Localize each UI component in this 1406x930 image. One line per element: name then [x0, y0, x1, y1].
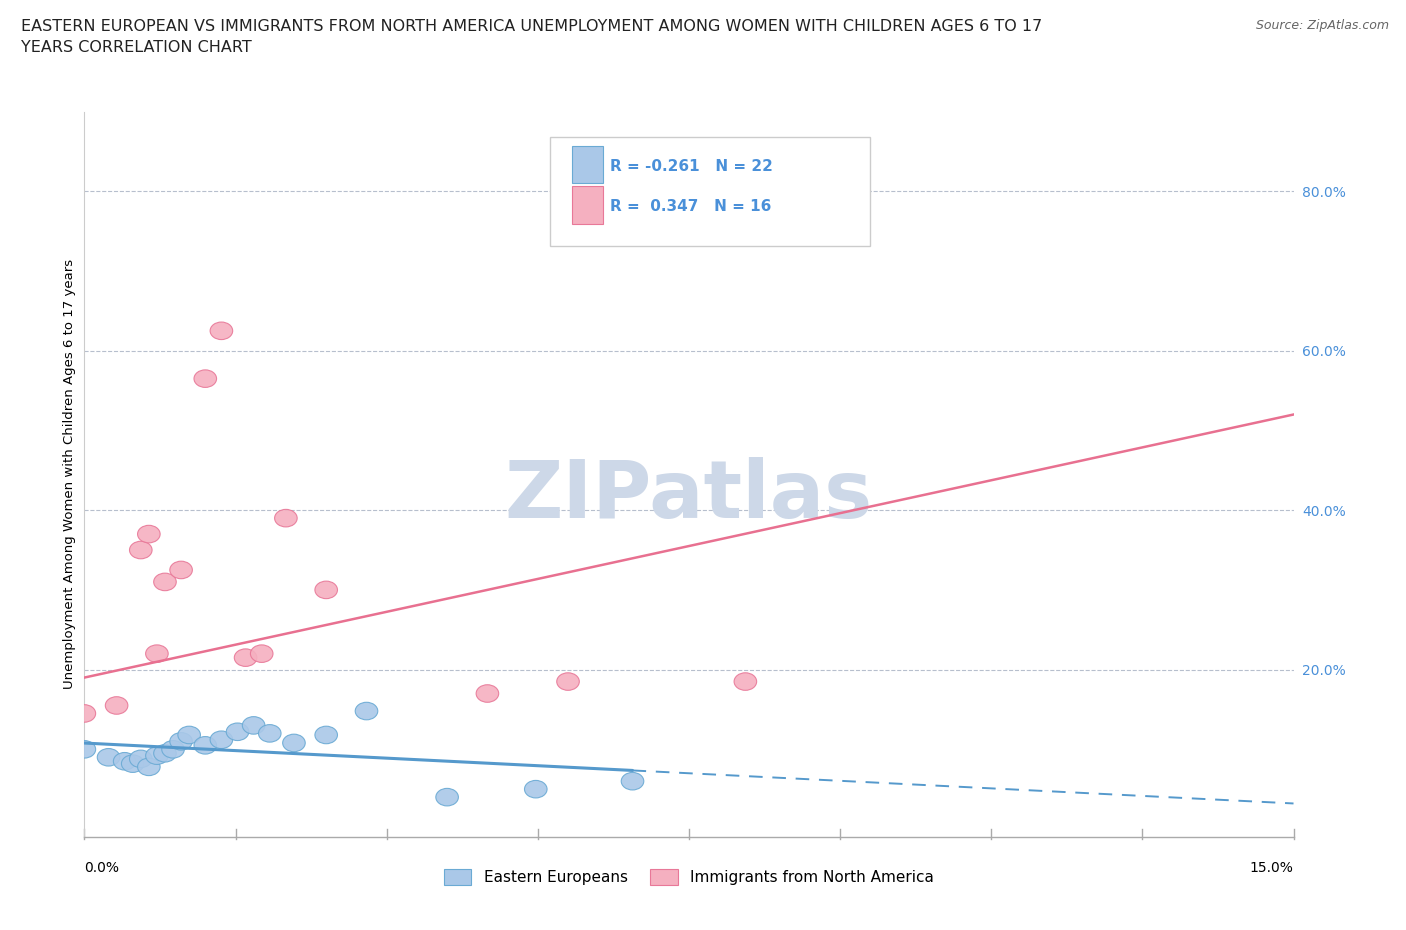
Ellipse shape	[129, 541, 152, 559]
Ellipse shape	[524, 780, 547, 798]
Ellipse shape	[226, 723, 249, 740]
Ellipse shape	[209, 731, 232, 749]
Ellipse shape	[194, 737, 217, 754]
Ellipse shape	[97, 749, 120, 766]
Ellipse shape	[477, 684, 499, 702]
Ellipse shape	[162, 740, 184, 758]
Ellipse shape	[259, 724, 281, 742]
FancyBboxPatch shape	[572, 186, 603, 224]
Text: R =  0.347   N = 16: R = 0.347 N = 16	[610, 199, 772, 214]
Ellipse shape	[146, 747, 169, 764]
Ellipse shape	[250, 644, 273, 662]
Text: Source: ZipAtlas.com: Source: ZipAtlas.com	[1256, 19, 1389, 32]
Ellipse shape	[170, 561, 193, 578]
Ellipse shape	[138, 525, 160, 543]
Ellipse shape	[138, 758, 160, 776]
Ellipse shape	[146, 644, 169, 662]
Ellipse shape	[121, 755, 143, 773]
Y-axis label: Unemployment Among Women with Children Ages 6 to 17 years: Unemployment Among Women with Children A…	[63, 259, 76, 689]
Legend: Eastern Europeans, Immigrants from North America: Eastern Europeans, Immigrants from North…	[437, 863, 941, 891]
Ellipse shape	[129, 751, 152, 767]
Text: EASTERN EUROPEAN VS IMMIGRANTS FROM NORTH AMERICA UNEMPLOYMENT AMONG WOMEN WITH : EASTERN EUROPEAN VS IMMIGRANTS FROM NORT…	[21, 19, 1042, 33]
Ellipse shape	[73, 705, 96, 723]
Ellipse shape	[73, 740, 96, 758]
Ellipse shape	[436, 789, 458, 806]
Text: ZIPatlas: ZIPatlas	[505, 457, 873, 535]
Ellipse shape	[170, 733, 193, 751]
Ellipse shape	[235, 649, 257, 667]
Ellipse shape	[315, 581, 337, 599]
Ellipse shape	[194, 370, 217, 388]
Ellipse shape	[179, 726, 201, 744]
Ellipse shape	[153, 745, 176, 762]
FancyBboxPatch shape	[550, 137, 870, 246]
Ellipse shape	[274, 510, 297, 527]
Ellipse shape	[557, 672, 579, 690]
Ellipse shape	[105, 697, 128, 714]
Ellipse shape	[242, 717, 264, 734]
Ellipse shape	[209, 322, 232, 339]
Ellipse shape	[734, 672, 756, 690]
Ellipse shape	[356, 702, 378, 720]
Ellipse shape	[114, 752, 136, 770]
Text: 15.0%: 15.0%	[1250, 861, 1294, 875]
Ellipse shape	[153, 573, 176, 591]
Ellipse shape	[621, 773, 644, 790]
Ellipse shape	[315, 726, 337, 744]
Text: YEARS CORRELATION CHART: YEARS CORRELATION CHART	[21, 40, 252, 55]
FancyBboxPatch shape	[572, 146, 603, 183]
Ellipse shape	[283, 734, 305, 751]
Text: 0.0%: 0.0%	[84, 861, 120, 875]
Text: R = -0.261   N = 22: R = -0.261 N = 22	[610, 158, 773, 174]
